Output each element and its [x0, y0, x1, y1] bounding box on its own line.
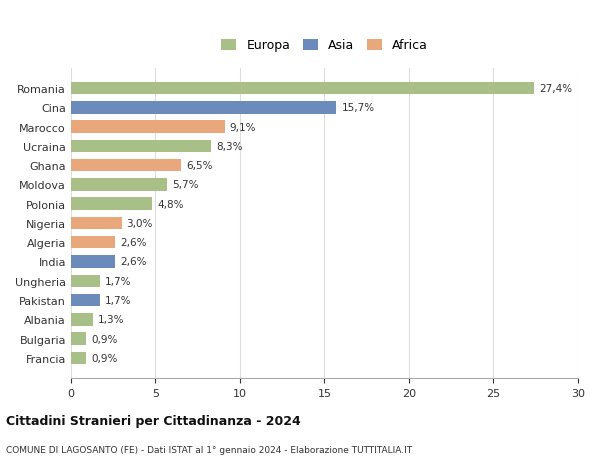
- Text: 9,1%: 9,1%: [230, 122, 256, 132]
- Bar: [71, 198, 152, 211]
- Bar: [71, 294, 100, 307]
- Bar: [71, 333, 86, 345]
- Bar: [71, 102, 336, 114]
- Bar: [71, 159, 181, 172]
- Text: 15,7%: 15,7%: [341, 103, 374, 113]
- Bar: [71, 352, 86, 364]
- Text: COMUNE DI LAGOSANTO (FE) - Dati ISTAT al 1° gennaio 2024 - Elaborazione TUTTITAL: COMUNE DI LAGOSANTO (FE) - Dati ISTAT al…: [6, 445, 412, 454]
- Bar: [71, 179, 167, 191]
- Text: 6,5%: 6,5%: [186, 161, 212, 171]
- Text: 1,3%: 1,3%: [98, 315, 124, 325]
- Text: Cittadini Stranieri per Cittadinanza - 2024: Cittadini Stranieri per Cittadinanza - 2…: [6, 414, 301, 427]
- Bar: [71, 275, 100, 287]
- Bar: [71, 121, 224, 134]
- Text: 3,0%: 3,0%: [127, 218, 153, 229]
- Bar: [71, 83, 534, 95]
- Text: 5,7%: 5,7%: [172, 180, 199, 190]
- Legend: Europa, Asia, Africa: Europa, Asia, Africa: [217, 34, 433, 57]
- Text: 1,7%: 1,7%: [104, 296, 131, 305]
- Text: 2,6%: 2,6%: [120, 257, 146, 267]
- Text: 2,6%: 2,6%: [120, 238, 146, 248]
- Text: 0,9%: 0,9%: [91, 353, 118, 363]
- Bar: [71, 256, 115, 268]
- Bar: [71, 236, 115, 249]
- Text: 27,4%: 27,4%: [539, 84, 572, 94]
- Text: 1,7%: 1,7%: [104, 276, 131, 286]
- Bar: [71, 140, 211, 153]
- Text: 0,9%: 0,9%: [91, 334, 118, 344]
- Bar: [71, 217, 122, 230]
- Bar: [71, 313, 93, 326]
- Text: 4,8%: 4,8%: [157, 199, 184, 209]
- Text: 8,3%: 8,3%: [216, 141, 243, 151]
